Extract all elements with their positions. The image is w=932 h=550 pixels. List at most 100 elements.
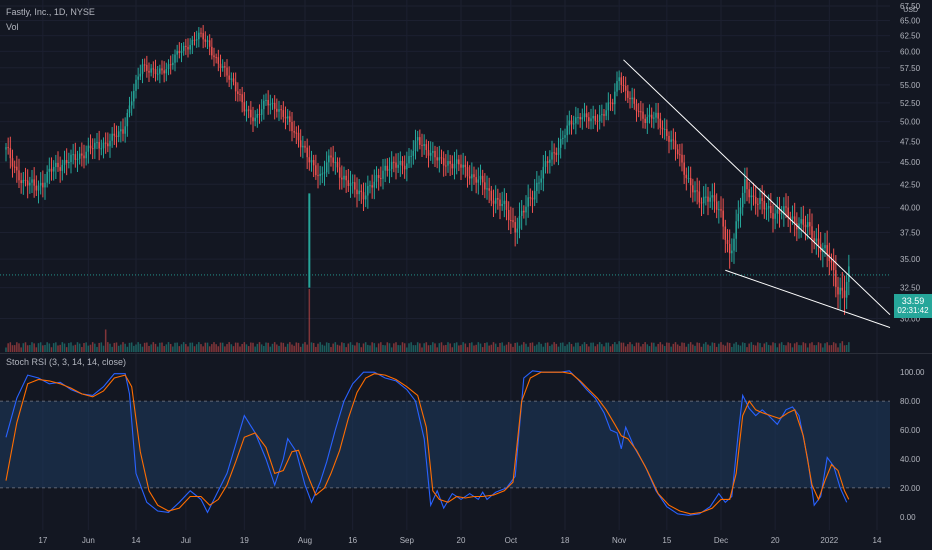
candle-body [68, 162, 70, 164]
candle-body [269, 103, 272, 106]
volume-bar [546, 342, 549, 352]
candle-body [78, 153, 81, 159]
candle-body [462, 164, 464, 168]
volume-bar [63, 343, 66, 352]
candle-body [666, 129, 668, 136]
volume-bar [224, 346, 226, 352]
volume-bar [848, 342, 850, 352]
candle-body [250, 109, 252, 118]
bar-countdown: 02:31:42 [897, 306, 929, 315]
volume-bar [46, 342, 48, 352]
volume-bar [386, 342, 389, 352]
candle-body [505, 200, 508, 210]
stoch-rsi-pane [0, 370, 890, 516]
candle-body [247, 109, 250, 111]
candle-body [206, 40, 209, 42]
candle-body [479, 175, 482, 180]
volume-bar [631, 344, 633, 352]
volume-bar [507, 342, 510, 352]
candle-body [533, 191, 536, 200]
volume-bar [804, 343, 807, 352]
candle-body [458, 159, 460, 165]
trendlines[interactable] [623, 59, 891, 329]
candle-body [598, 115, 601, 122]
volume-bar [89, 344, 92, 352]
candle-body [809, 222, 811, 227]
time-tick-label: Jun [82, 536, 95, 545]
candle-body [783, 206, 785, 214]
volume-bar [432, 342, 434, 352]
volume-bar [325, 342, 328, 352]
stoch-axis[interactable]: 100.00 80.00 60.00 40.00 20.00 0.00 [900, 368, 925, 522]
volume-bar [245, 344, 248, 352]
candle-body [11, 158, 14, 167]
volume-bar [780, 342, 783, 352]
volume-bar [336, 344, 339, 352]
candle-body [104, 142, 107, 144]
candle-body [767, 206, 770, 209]
volume-bar [709, 345, 711, 352]
volume-bar [516, 342, 519, 352]
volume-bar [217, 346, 220, 352]
volume-bar [774, 343, 776, 352]
candle-body [208, 40, 211, 47]
volume-bar [321, 344, 324, 352]
candle-body [611, 102, 614, 105]
price-axis[interactable]: 30.00 32.50 35.00 37.50 40.00 42.50 45.00 47.50… [900, 2, 921, 323]
candle-body [178, 50, 181, 54]
time-axis[interactable]: 17 Jun 14 Jul 19 Aug 16 Sep 20 Oct 18 Nov 15 Dec 20 202… [38, 536, 882, 545]
last-price-badge: 33.59 02:31:42 [894, 294, 932, 318]
candle-body [315, 165, 317, 176]
volume-bar [479, 343, 482, 352]
volume-bar [828, 345, 831, 352]
candle-body [438, 157, 441, 161]
candle-body [835, 270, 837, 287]
candle-body [631, 97, 633, 100]
candle-body [367, 186, 369, 196]
volume-bar [735, 342, 737, 352]
volume-bar [711, 342, 714, 352]
candle-body [562, 137, 564, 139]
candle-body [787, 207, 789, 218]
candle-body [451, 163, 454, 169]
candle-body [302, 145, 304, 148]
volume-bar [653, 342, 655, 352]
volume-bar [429, 345, 432, 352]
volume-bar [510, 343, 512, 352]
volume-bar [419, 343, 421, 352]
price-tick-label: 52.50 [900, 99, 921, 108]
volume-bar [416, 342, 419, 352]
volume-bar [310, 342, 313, 352]
volume-bar [375, 347, 378, 352]
candle-body [683, 162, 685, 175]
volume-bar [165, 344, 168, 352]
volume-bar [592, 342, 594, 352]
volume-bar [98, 342, 100, 352]
candle-body [393, 161, 395, 163]
volume-bar [421, 347, 423, 352]
price-tick-label: 40.00 [900, 204, 921, 213]
volume-bar [536, 344, 538, 352]
price-tick-label: 42.50 [900, 180, 921, 189]
candle-body [89, 145, 92, 149]
volume-bar [811, 342, 813, 352]
volume-bar [354, 345, 356, 352]
candle-body [455, 159, 458, 164]
candle-body [616, 81, 618, 92]
volume-bar [362, 343, 365, 352]
volume-bar [120, 344, 122, 352]
volume-bar [718, 343, 720, 352]
candle-body [447, 161, 449, 166]
volume-bar [377, 343, 380, 352]
candle-body [37, 185, 40, 191]
candle-body [494, 198, 497, 204]
candle-body [33, 179, 35, 186]
volume-bar [397, 345, 399, 352]
candle-body [635, 103, 638, 112]
volume-bar [672, 343, 675, 352]
candle-body [172, 62, 174, 66]
candle-body [200, 32, 202, 34]
volume-bar [304, 342, 306, 352]
candle-body [685, 174, 688, 179]
